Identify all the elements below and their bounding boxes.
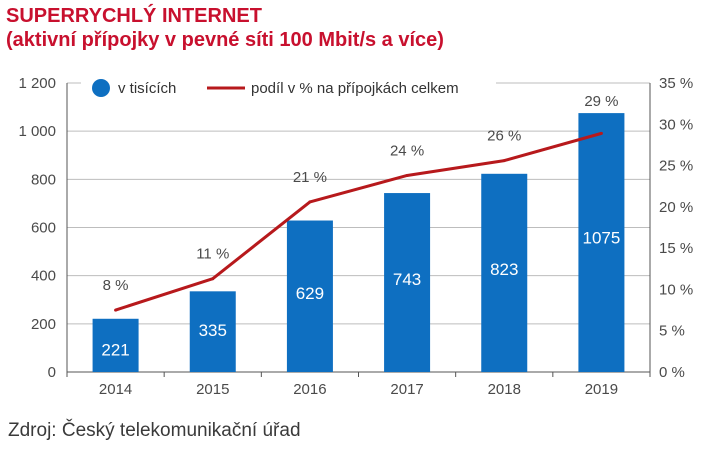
share-point — [114, 308, 118, 312]
combo-chart: 0 200 400 600 800 1 000 1 200 0 % 5 % 10 % 15 % 20 … — [18, 71, 694, 398]
x-tick-label: 2018 — [488, 381, 521, 398]
bar — [578, 113, 625, 373]
source-note: Zdroj: Český telekomunikační úřad — [8, 420, 301, 441]
bar — [384, 193, 431, 372]
share-line — [115, 131, 602, 312]
x-tick-label: 2015 — [196, 381, 229, 398]
y-left-tick-label: 600 — [31, 220, 56, 237]
y-right-tick-label: 10 % — [659, 281, 693, 298]
share-point — [211, 277, 215, 281]
share-value-label: 8 % — [103, 277, 129, 294]
share-value-label: 21 % — [293, 169, 327, 186]
share-value-label: 24 % — [390, 142, 424, 159]
share-value-label: 11 % — [196, 246, 229, 263]
share-point — [599, 131, 603, 135]
bar — [481, 173, 528, 372]
y-left-tick-label: 0 — [48, 364, 56, 381]
title-line-1: SUPERRYCHLÝ INTERNET — [6, 5, 262, 27]
share-point — [308, 200, 312, 204]
bar-value-label: 629 — [296, 284, 324, 303]
bar — [189, 291, 236, 372]
legend-line-label: podíl v % na přípojkách celkem — [251, 80, 459, 97]
bar-value-label: 335 — [199, 321, 227, 340]
title-line-2: (aktivní přípojky v pevné síti 100 Mbit/… — [6, 29, 444, 51]
legend-bar-label: v tisících — [118, 80, 176, 97]
y-right-tick-label: 35 % — [659, 75, 693, 92]
y-left-tick-label: 1 200 — [18, 75, 56, 92]
x-tick-label: 2019 — [585, 381, 618, 398]
y-right-tick-label: 0 % — [659, 364, 685, 381]
x-tick-label: 2014 — [99, 381, 132, 398]
y-left-tick-label: 200 — [31, 316, 56, 333]
y-right-tick-label: 20 % — [659, 199, 693, 216]
y-left-tick-label: 1 000 — [18, 123, 56, 140]
x-tick-label: 2017 — [390, 381, 423, 398]
bar-value-label: 743 — [393, 270, 421, 289]
share-point — [405, 173, 409, 177]
bar — [286, 220, 333, 372]
share-value-label: 26 % — [487, 128, 521, 145]
share-point — [502, 159, 506, 163]
legend-bar-swatch — [92, 79, 110, 97]
y-right-tick-label: 25 % — [659, 158, 693, 175]
y-right-tick-label: 5 % — [659, 323, 685, 340]
y-right-tick-label: 15 % — [659, 240, 693, 257]
bar — [92, 318, 139, 372]
x-tick-label: 2016 — [293, 381, 326, 398]
legend-box — [81, 71, 496, 104]
chart-title: SUPERRYCHLÝ INTERNET (aktivní přípojky v… — [6, 4, 444, 52]
y-left-tick-label: 800 — [31, 171, 56, 188]
bar-value-label: 221 — [101, 341, 129, 360]
share-value-label: 29 % — [584, 93, 618, 110]
y-left-tick-label: 400 — [31, 268, 56, 285]
y-right-tick-label: 30 % — [659, 116, 693, 133]
bar-value-label: 1075 — [583, 228, 621, 247]
bar-value-label: 823 — [490, 260, 518, 279]
